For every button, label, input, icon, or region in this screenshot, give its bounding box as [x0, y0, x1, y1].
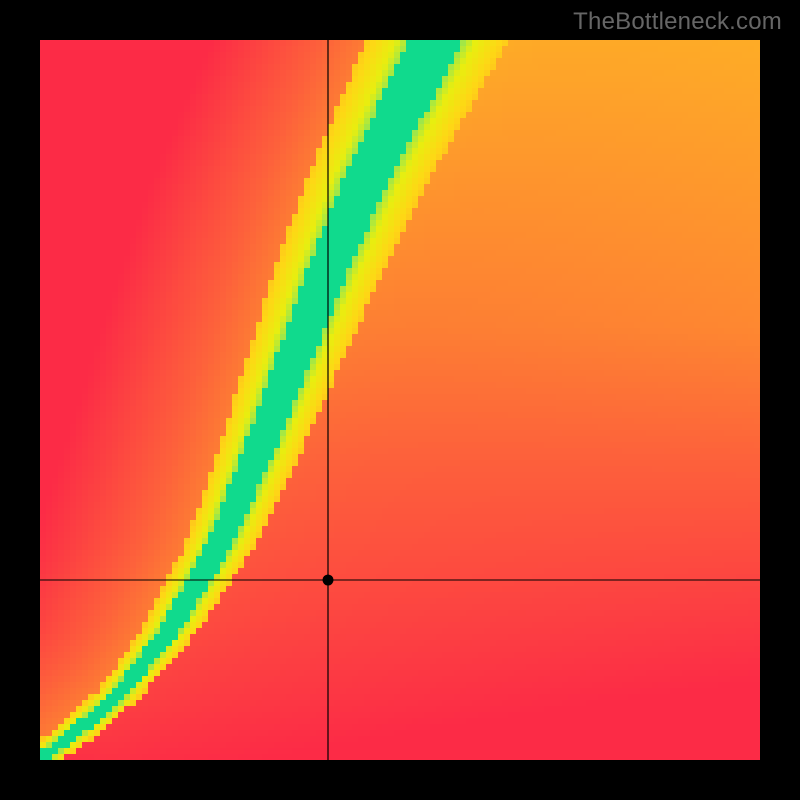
watermark-text: TheBottleneck.com	[573, 8, 782, 36]
figure-container: TheBottleneck.com	[0, 0, 800, 800]
heatmap-canvas	[40, 40, 760, 760]
heatmap-plot	[40, 40, 760, 760]
